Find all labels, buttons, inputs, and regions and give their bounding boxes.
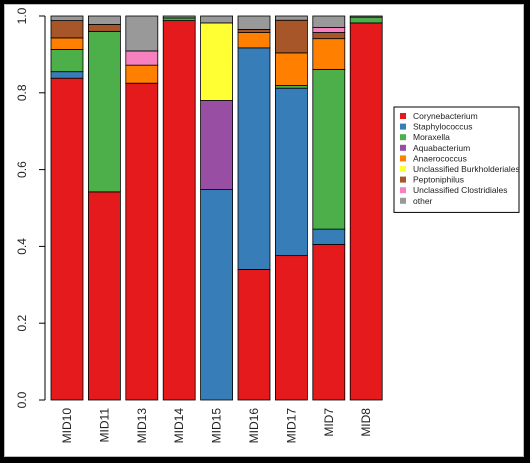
bar-stack-mid8 — [349, 15, 383, 401]
bar-segment-corynebacterium — [312, 244, 346, 401]
bar-segment-corynebacterium — [125, 82, 159, 401]
legend-swatch — [400, 123, 406, 130]
legend-label: Unclassified Burkholderiales — [413, 164, 520, 174]
bar-segment-corynebacterium — [88, 191, 121, 401]
legend-label: Unclassified Clostridiales — [413, 185, 507, 195]
bar-stack-mid14 — [162, 15, 196, 401]
bar-segment-moraxella — [312, 68, 346, 230]
bar-segment-other — [200, 15, 234, 24]
x-tick-label: MID8 — [359, 408, 373, 437]
bar-segment-peptoniphilus — [50, 20, 84, 39]
legend-box — [393, 106, 520, 213]
bar-segment-anaerococcus — [50, 37, 84, 50]
x-axis-labels: MID10 MID11 MID13 MID14 MID15 MID16 MID17 MID7 M… — [60, 408, 373, 444]
legend-swatch — [400, 155, 406, 162]
x-tick-label: MID15 — [210, 408, 224, 444]
bar-segment-staphylococcus — [50, 71, 84, 79]
legend-swatch — [400, 144, 406, 151]
legend-label: Anaerococcus — [413, 153, 467, 163]
legend-label: other — [413, 196, 433, 206]
bar-segment-corynebacterium — [349, 22, 383, 401]
y-tick-label: 0.6 — [15, 161, 29, 178]
bar-segment-staphylococcus — [237, 47, 271, 270]
bar-segment-other — [162, 15, 196, 19]
legend-swatch — [400, 176, 406, 183]
bar-segment-moraxella — [274, 85, 308, 89]
bar-segment-peptoniphilus — [312, 32, 346, 40]
x-tick-label: MID7 — [322, 408, 336, 437]
x-tick-label: MID16 — [247, 408, 261, 444]
bar-segment-unclassified-clostridiales — [125, 50, 159, 66]
bar-segment-other — [312, 15, 346, 28]
bar-segment-other — [125, 15, 159, 52]
bar-segment-staphylococcus — [312, 228, 346, 245]
y-tick-label: 0.0 — [15, 391, 29, 408]
legend-label: Moraxella — [413, 132, 450, 142]
stacked-bar-chart: 0.00.20.40.60.81.0 MID10 MID11 MID13 MID14 M… — [15, 7, 520, 444]
legend-label: Peptoniphilus — [413, 175, 464, 185]
bar-segment-staphylococcus — [274, 87, 308, 257]
bar-segment-peptoniphilus — [237, 29, 271, 33]
bar-stack-mid17 — [274, 15, 308, 401]
legend-swatch — [400, 134, 406, 141]
legend-swatch — [400, 197, 406, 204]
chart-frame: 0.0 0.2 0.4 0.6 0.8 1.0 MID10 MID11 MID13 MID14 M… — [4, 4, 524, 457]
legend-label: Staphylococcus — [413, 122, 473, 132]
bar-stack-mid10 — [50, 15, 84, 401]
x-tick-label: MID13 — [135, 408, 149, 444]
x-tick-label: MID11 — [97, 408, 111, 443]
bar-stack-mid15 — [200, 15, 234, 401]
bar-segment-moraxella — [349, 16, 383, 24]
bar-segment-unclassified-burkholderiales — [200, 22, 234, 101]
x-tick-label: MID17 — [284, 408, 298, 444]
bar-segment-other — [88, 15, 121, 25]
bar-stack-mid13 — [125, 15, 159, 401]
bar-segment-peptoniphilus — [274, 19, 308, 54]
bar-segment-peptoniphilus — [88, 24, 121, 32]
bar-segment-moraxella — [50, 49, 84, 73]
bar-segment-staphylococcus — [200, 189, 234, 401]
bar-segment-corynebacterium — [274, 255, 308, 401]
legend-swatch — [400, 113, 406, 119]
bar-segment-other — [274, 15, 308, 21]
y-tick-label: 1.0 — [15, 7, 29, 24]
bar-segment-moraxella — [162, 17, 196, 22]
bars-group — [50, 15, 383, 401]
bar-segment-corynebacterium — [50, 77, 84, 401]
x-tick-label: MID14 — [172, 408, 186, 444]
legend-swatch — [400, 166, 406, 172]
legend-label: Aquabacterium — [413, 143, 470, 153]
bar-segment-aquabacterium — [200, 100, 234, 190]
y-tick-label: 0.2 — [15, 315, 29, 332]
y-axis: 0.0 0.2 0.4 0.6 0.8 1.0 — [15, 7, 46, 408]
bar-segment-anaerococcus — [274, 52, 308, 86]
legend-swatch — [400, 187, 406, 194]
bar-segment-anaerococcus — [237, 32, 271, 49]
x-tick-label: MID10 — [60, 408, 74, 444]
bar-segment-moraxella — [88, 30, 121, 193]
y-tick-label: 0.8 — [15, 84, 29, 101]
bar-segment-unclassified-clostridiales — [312, 27, 346, 33]
bar-segment-corynebacterium — [237, 269, 271, 401]
y-tick-label: 0.4 — [15, 238, 29, 255]
bar-segment-other — [237, 15, 271, 30]
legend-label: Corynebacterium — [413, 111, 478, 121]
bar-segment-anaerococcus — [125, 64, 159, 84]
bar-segment-corynebacterium — [162, 20, 196, 401]
bar-segment-other — [349, 15, 383, 18]
legend: CorynebacteriumStaphylococcusMoraxellaAq… — [393, 106, 520, 213]
bar-segment-anaerococcus — [312, 38, 346, 70]
bar-stack-mid16 — [237, 15, 271, 401]
bar-segment-other — [50, 15, 84, 22]
bar-stack-mid11 — [88, 15, 121, 401]
bar-stack-mid7 — [312, 15, 346, 401]
